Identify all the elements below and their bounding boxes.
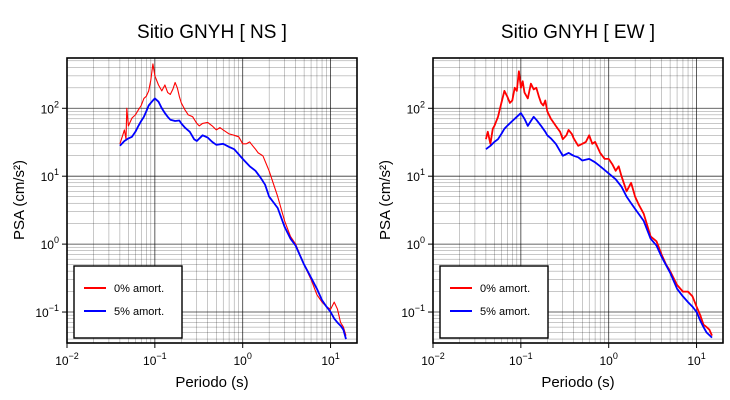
tick-exponent: 0 xyxy=(54,235,59,245)
series-group xyxy=(119,63,347,340)
y-axis-label: PSA (cm/s²) xyxy=(11,160,28,240)
chart-title: Sitio GNYH [ EW ] xyxy=(501,22,655,43)
legend-box xyxy=(73,265,183,339)
tick-base: 10 xyxy=(407,238,421,252)
tick-exponent: 1 xyxy=(335,351,340,361)
legend: 0% amort. 5% amort. xyxy=(439,265,549,339)
x-axis-label: Periodo (s) xyxy=(541,374,614,391)
y-tick-label: 10−1 xyxy=(35,303,59,320)
legend: 0% amort. 5% amort. xyxy=(73,265,183,339)
y-tick-label: 102 xyxy=(41,99,59,116)
x-tick-label: 10−1 xyxy=(143,351,167,368)
tick-base: 10 xyxy=(55,354,69,368)
tick-exponent: −1 xyxy=(156,351,166,361)
tick-exponent: −1 xyxy=(49,303,59,313)
tick-base: 10 xyxy=(321,354,335,368)
y-tick-label: 101 xyxy=(407,167,425,184)
plot-frame xyxy=(66,57,358,344)
chart-panel-ew: Sitio GNYH [ EW ] Periodo (s) PSA (cm/s²… xyxy=(377,22,724,391)
y-tick-label: 100 xyxy=(41,235,59,252)
tick-base: 10 xyxy=(407,170,421,184)
chart-title: Sitio GNYH [ NS ] xyxy=(137,22,287,43)
tick-base: 10 xyxy=(35,306,49,320)
series-line-5pct xyxy=(119,97,347,340)
legend-label: 5% amort. xyxy=(480,306,530,318)
tick-base: 10 xyxy=(421,354,435,368)
tick-base: 10 xyxy=(234,354,248,368)
x-tick-label: 10−2 xyxy=(55,351,79,368)
tick-exponent: −2 xyxy=(69,351,79,361)
y-axis-label: PSA (cm/s²) xyxy=(377,160,394,240)
x-tick-label: 101 xyxy=(321,351,339,368)
series-line-5pct xyxy=(485,112,713,339)
tick-exponent: −1 xyxy=(522,351,532,361)
chart-panel-ns: Sitio GNYH [ NS ] Periodo (s) PSA (cm/s²… xyxy=(11,22,358,391)
tick-base: 10 xyxy=(41,102,55,116)
x-tick-label: 10−2 xyxy=(421,351,445,368)
y-tick-label: 101 xyxy=(41,167,59,184)
x-tick-label: 10−1 xyxy=(509,351,533,368)
x-tick-label: 101 xyxy=(687,351,705,368)
y-tick-label: 100 xyxy=(407,235,425,252)
tick-base: 10 xyxy=(407,102,421,116)
tick-base: 10 xyxy=(600,354,614,368)
tick-exponent: 0 xyxy=(420,235,425,245)
x-axis-label: Periodo (s) xyxy=(175,374,248,391)
legend-box xyxy=(439,265,549,339)
tick-exponent: −1 xyxy=(415,303,425,313)
tick-base: 10 xyxy=(41,238,55,252)
plot-frame xyxy=(432,57,724,344)
tick-base: 10 xyxy=(401,306,415,320)
x-tick-label: 100 xyxy=(234,351,252,368)
y-tick-label: 102 xyxy=(407,99,425,116)
tick-base: 10 xyxy=(509,354,523,368)
tick-exponent: 2 xyxy=(54,99,59,109)
y-tick-label: 10−1 xyxy=(401,303,425,320)
tick-exponent: 1 xyxy=(701,351,706,361)
tick-exponent: −2 xyxy=(435,351,445,361)
x-tick-label: 100 xyxy=(600,351,618,368)
tick-exponent: 0 xyxy=(247,351,252,361)
tick-exponent: 1 xyxy=(54,167,59,177)
series-group xyxy=(485,70,713,339)
tick-exponent: 1 xyxy=(420,167,425,177)
legend-label: 0% amort. xyxy=(114,283,164,295)
tick-base: 10 xyxy=(143,354,157,368)
tick-base: 10 xyxy=(41,170,55,184)
tick-exponent: 2 xyxy=(420,99,425,109)
tick-exponent: 0 xyxy=(613,351,618,361)
legend-label: 5% amort. xyxy=(114,306,164,318)
tick-base: 10 xyxy=(687,354,701,368)
legend-label: 0% amort. xyxy=(480,283,530,295)
